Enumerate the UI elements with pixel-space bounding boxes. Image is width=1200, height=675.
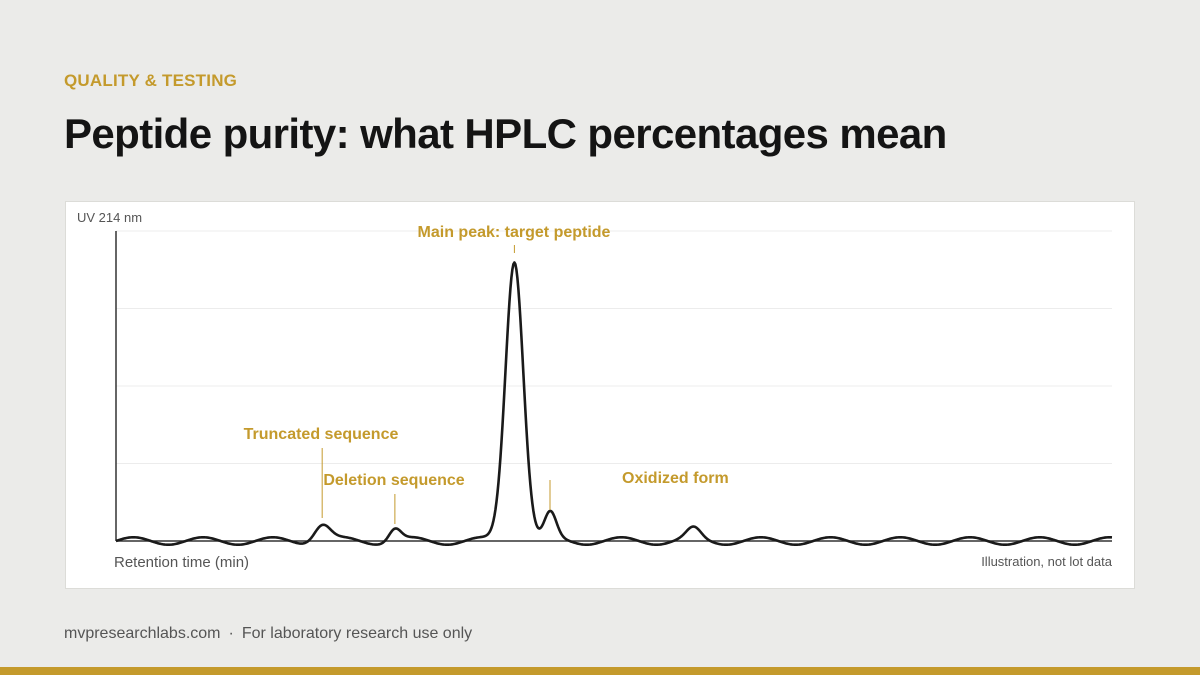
annotation-layer: Truncated sequence Deletion sequence Main … bbox=[244, 224, 729, 524]
chromatogram-card: UV 214 nm Retention time (min) Illustrat… bbox=[65, 201, 1135, 589]
footer-disclaimer: For laboratory research use only bbox=[241, 625, 473, 642]
chromatogram-chart: UV 214 nm Retention time (min) Illustrat… bbox=[77, 210, 1113, 571]
chart-note: Illustration, not lot data bbox=[981, 554, 1113, 569]
footer: mvpresearchlabs.com · For laboratory resea… bbox=[64, 625, 472, 643]
peak-annotation-label: Oxidized form bbox=[622, 470, 729, 487]
grid-layer bbox=[116, 230, 1112, 464]
x-axis-label: Retention time (min) bbox=[114, 554, 249, 571]
peak-annotation-label: Truncated sequence bbox=[244, 426, 399, 443]
footer-site-link[interactable]: mvpresearchlabs.com bbox=[64, 625, 221, 642]
y-axis-label: UV 214 nm bbox=[77, 210, 142, 225]
page-title: Peptide purity: what HPLC percentages me… bbox=[64, 110, 947, 157]
peak-annotation-label: Main peak: target peptide bbox=[418, 224, 611, 241]
eyebrow-label: QUALITY & TESTING bbox=[64, 71, 238, 90]
peak-annotation-label: Deletion sequence bbox=[323, 472, 464, 489]
footer-separator: · bbox=[228, 625, 234, 642]
bottom-accent-bar bbox=[0, 667, 1200, 675]
chromatogram-trace bbox=[115, 261, 1113, 547]
